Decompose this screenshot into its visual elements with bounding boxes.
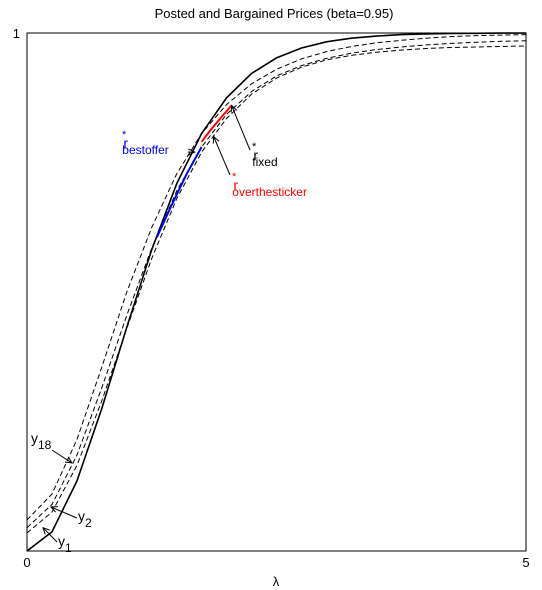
series-line-r-fixed [26, 32, 526, 552]
series-line-y2 [26, 40, 527, 529]
annotation-arrow-y2 [50, 506, 78, 519]
annotation-r-fixed: r* fixed [252, 141, 278, 169]
series-line-r-overthesticker [200, 104, 233, 143]
annotation-r-overthesticker: r* overthesticker [232, 171, 307, 199]
annotation-arrowhead-y2 [49, 506, 58, 513]
plot-frame [26, 32, 527, 552]
annotation-arrowhead-r-overthesticker [212, 135, 220, 144]
x-tick-label-5: 5 [522, 555, 529, 570]
series-layer [26, 32, 527, 552]
series-line-y1 [26, 45, 527, 534]
annotation-arrowhead-r-fixed [230, 104, 238, 113]
series-line-y18 [26, 34, 527, 521]
annotation-r-bestoffer: r* bestoffer [122, 129, 169, 157]
annotation-arrow-r-overthesticker [213, 136, 231, 176]
x-tick-label-0: 0 [23, 555, 30, 570]
chart-title: Posted and Bargained Prices (beta=0.95) [155, 6, 394, 21]
annotation-arrowhead-y1 [42, 526, 50, 535]
annotation-arrow-y1 [42, 527, 58, 543]
series-line-r-bestoffer [155, 146, 203, 239]
annotation-arrowhead-r-bestoffer [188, 148, 196, 156]
annotation-y18: y18 [31, 430, 52, 452]
annotation-arrow-y18 [51, 449, 73, 464]
annotation-arrow-r-fixed [231, 105, 251, 151]
annotation-y1: y1 [58, 533, 72, 555]
annotation-arrowhead-y18 [64, 456, 73, 464]
annotation-y2: y2 [78, 508, 92, 530]
y-tick-label-1: 1 [13, 26, 20, 41]
x-axis-label: λ [273, 574, 280, 589]
